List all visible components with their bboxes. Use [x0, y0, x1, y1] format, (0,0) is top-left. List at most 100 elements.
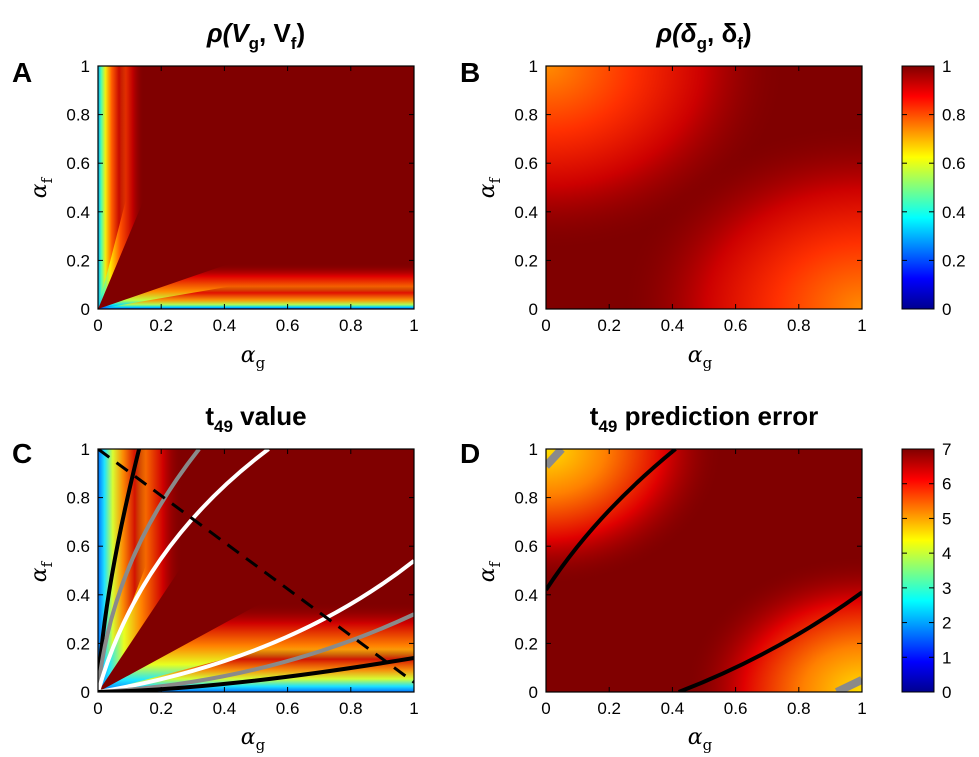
y-tick-label: 0.6: [514, 537, 538, 556]
panel-letter-b: B: [460, 57, 480, 88]
heatmap-c: [98, 449, 414, 692]
x-tick-label: 0.2: [149, 699, 173, 718]
contour-line-white: [98, 559, 414, 692]
x-tick-label: 0.8: [339, 699, 363, 718]
axes-frame-c: [97, 448, 415, 693]
axes-frame-d: [545, 448, 863, 693]
colorbar-tick-label: 2: [942, 614, 951, 633]
x-tick-label: 0.2: [149, 316, 173, 335]
contours-d: [546, 449, 862, 692]
x-axis-label-d: αg: [688, 725, 713, 754]
colorbar-tick-label: 0: [942, 683, 951, 702]
y-tick-label: 0: [529, 300, 538, 319]
panel-c: 0 0.2 0.4 0.6 0.8 1 0 0.2 0.4 0.6 0.8 1 C t49 value…: [12, 401, 419, 754]
panel-title-c: t49 value: [205, 401, 306, 436]
panel-letter-a: A: [12, 57, 32, 88]
colorbar-tick-label: 7: [942, 440, 951, 459]
y-tick-label: 0.4: [514, 203, 538, 222]
y-tick-label: 1: [81, 57, 90, 76]
x-tick-label: 0.6: [724, 316, 748, 335]
colorbar-d-ticks: 0 1 2 3 4 5 6 7: [902, 440, 951, 702]
x-tick-label: 0.8: [787, 699, 811, 718]
colorbar-b-ticks: 0 0.2 0.4 0.6 0.8 1: [902, 57, 966, 319]
colorbar-tick-label: 0: [942, 300, 951, 319]
colorbar-tick-label: 0.2: [942, 251, 966, 270]
colorbar-tick-label: 6: [942, 475, 951, 494]
y-tick-label: 0.2: [66, 634, 90, 653]
colorbar-tick-label: 0.6: [942, 154, 966, 173]
ticks-c: 0 0.2 0.4 0.6 0.8 1 0 0.2 0.4 0.6 0.8 1: [66, 440, 418, 718]
panel-b: 0 0.2 0.4 0.6 0.8 1 0 0.2 0.4 0.6 0.8 1 B ρ(δg, δf)…: [460, 18, 966, 372]
contour-line-black: [98, 656, 414, 692]
ticks-a: 0 0.2 0.4 0.6 0.8 1 0 0.2 0.4 0.6 0.8 1: [66, 57, 418, 335]
colorbar-b: [901, 65, 935, 310]
panel-letter-c: C: [12, 438, 32, 469]
x-tick-label: 0.6: [276, 699, 300, 718]
y-tick-label: 0: [81, 683, 90, 702]
y-tick-label: 0.6: [514, 154, 538, 173]
colorbar-tick-label: 3: [942, 579, 951, 598]
heatmap-d: [546, 449, 862, 692]
x-tick-label: 0.2: [597, 699, 621, 718]
colorbar-tick-label: 5: [942, 509, 951, 528]
panel-title-b: ρ(δg, δf): [655, 18, 751, 53]
y-axis-label-a: αf: [27, 176, 56, 198]
contour-line-black: [546, 449, 677, 592]
dashed-diagonal-c: [98, 449, 414, 684]
x-tick-label: 0.4: [661, 316, 685, 335]
axes-frame-a: [97, 65, 415, 310]
x-tick-label: 0.2: [597, 316, 621, 335]
y-tick-label: 0.4: [66, 203, 90, 222]
x-tick-label: 1: [409, 699, 418, 718]
panel-d: 0 0.2 0.4 0.6 0.8 1 0 0.2 0.4 0.6 0.8 1 D t49 predi…: [460, 401, 951, 754]
y-tick-label: 0.4: [66, 586, 90, 605]
y-tick-label: 1: [81, 440, 90, 459]
y-axis-label-d: αf: [475, 560, 504, 582]
heatmap-b: [546, 66, 862, 309]
x-axis-label-b: αg: [688, 343, 713, 372]
axes-frame-b: [545, 65, 863, 310]
x-axis-label-c: αg: [241, 725, 266, 754]
y-axis-label-c: αf: [27, 560, 56, 582]
contours-c: [98, 449, 414, 692]
contour-line-gray: [546, 449, 565, 469]
contour-line-black: [678, 590, 862, 692]
colorbar-tick-label: 1: [942, 57, 951, 76]
colorbar-tick-label: 0.8: [942, 106, 966, 125]
x-tick-label: 0.4: [661, 699, 685, 718]
x-tick-label: 0.8: [787, 316, 811, 335]
x-tick-label: 0: [541, 316, 550, 335]
y-tick-label: 0.2: [514, 251, 538, 270]
y-tick-label: 1: [529, 57, 538, 76]
y-tick-label: 0.8: [66, 106, 90, 125]
y-tick-label: 0.8: [514, 489, 538, 508]
x-tick-label: 0: [93, 699, 102, 718]
y-tick-label: 0.2: [66, 251, 90, 270]
colorbar-tick-label: 1: [942, 648, 951, 667]
y-tick-label: 0.2: [514, 634, 538, 653]
y-tick-label: 0.6: [66, 154, 90, 173]
panel-a: 0 0.2 0.4 0.6 0.8 1 0 0.2 0.4 0.6 0.8 1 A ρ(Vg, Vf)…: [12, 18, 419, 372]
contour-line-gray: [98, 449, 201, 692]
x-tick-label: 0.4: [213, 316, 237, 335]
y-tick-label: 1: [529, 440, 538, 459]
x-tick-label: 0.8: [339, 316, 363, 335]
panel-letter-d: D: [460, 438, 480, 469]
x-axis-label-a: αg: [241, 343, 266, 372]
panel-title-a: ρ(Vg, Vf): [206, 18, 305, 53]
y-tick-label: 0.4: [514, 586, 538, 605]
y-tick-label: 0: [81, 300, 90, 319]
y-tick-label: 0.6: [66, 537, 90, 556]
colorbar-tick-label: 4: [942, 544, 951, 563]
y-tick-label: 0.8: [514, 106, 538, 125]
x-tick-label: 0.4: [213, 699, 237, 718]
x-tick-label: 0: [541, 699, 550, 718]
heatmap-a: [98, 66, 414, 309]
contour-line-white: [98, 449, 270, 692]
colorbar-d: [901, 448, 935, 693]
x-tick-label: 0: [93, 316, 102, 335]
x-tick-label: 1: [409, 316, 418, 335]
y-axis-label-b: αf: [475, 176, 504, 198]
x-tick-label: 1: [857, 699, 866, 718]
